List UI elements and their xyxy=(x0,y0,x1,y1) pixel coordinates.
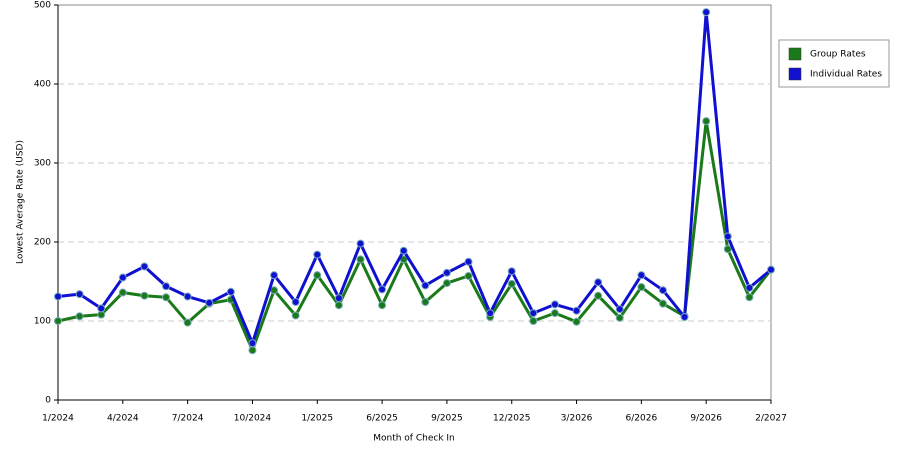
data-point xyxy=(270,271,279,280)
y-tick-label: 0 xyxy=(45,396,51,406)
data-point xyxy=(118,273,127,282)
data-point xyxy=(745,293,754,302)
legend-swatch xyxy=(788,47,802,61)
data-point xyxy=(594,278,603,287)
data-point xyxy=(378,285,387,294)
data-point xyxy=(550,309,559,318)
data-point xyxy=(118,288,127,297)
x-tick-label: 9/2025 xyxy=(431,414,463,424)
x-tick-label: 10/2024 xyxy=(234,414,272,424)
series-line xyxy=(57,10,772,345)
data-point xyxy=(442,279,451,288)
data-point xyxy=(550,300,559,309)
data-point xyxy=(615,305,624,314)
data-point xyxy=(205,298,214,307)
x-tick-label: 2/2027 xyxy=(755,414,787,424)
data-point xyxy=(507,279,516,288)
data-point xyxy=(140,291,149,300)
data-point xyxy=(54,317,62,325)
data-point xyxy=(442,268,451,277)
data-point xyxy=(637,271,646,280)
data-point xyxy=(140,262,149,271)
x-tick-label: 12/2025 xyxy=(493,414,530,424)
data-point xyxy=(572,317,581,326)
legend-label: Individual Rates xyxy=(810,70,882,80)
data-point xyxy=(97,304,106,313)
data-point xyxy=(529,317,538,325)
y-tick-label: 100 xyxy=(34,317,51,327)
y-tick-label: 200 xyxy=(34,238,51,248)
x-tick-label: 4/2024 xyxy=(107,414,139,424)
data-point xyxy=(75,312,84,321)
x-tick-label: 6/2026 xyxy=(626,414,658,424)
data-point xyxy=(723,245,732,254)
x-tick-label: 6/2025 xyxy=(366,414,398,424)
data-point xyxy=(594,291,603,300)
data-point xyxy=(421,298,430,307)
x-tick-label: 9/2026 xyxy=(690,414,722,424)
y-tick-label: 500 xyxy=(34,1,51,11)
data-point xyxy=(615,313,624,322)
data-point xyxy=(313,271,322,280)
y-tick-label: 400 xyxy=(34,80,51,90)
data-point xyxy=(767,265,775,274)
data-point xyxy=(745,283,754,292)
data-point xyxy=(658,299,667,308)
data-point xyxy=(464,271,473,280)
data-point xyxy=(702,117,711,126)
series-line xyxy=(57,119,773,352)
x-axis-label: Month of Check In xyxy=(373,434,455,444)
data-point xyxy=(291,298,300,307)
legend-swatch xyxy=(788,67,802,81)
data-point xyxy=(313,250,322,259)
data-point xyxy=(356,255,365,264)
data-point xyxy=(486,309,495,318)
data-point xyxy=(291,311,300,320)
data-point xyxy=(658,286,667,295)
data-point xyxy=(334,301,343,310)
data-point xyxy=(162,293,171,302)
data-point xyxy=(421,281,430,290)
y-tick-label: 300 xyxy=(34,159,51,169)
x-tick-label: 1/2024 xyxy=(42,414,74,424)
data-point xyxy=(356,239,365,248)
legend-label: Group Rates xyxy=(810,50,866,60)
data-point xyxy=(75,290,84,299)
data-point xyxy=(572,306,581,315)
data-point xyxy=(637,283,646,292)
data-point xyxy=(183,292,192,301)
data-point xyxy=(226,287,235,296)
data-point xyxy=(702,8,711,17)
data-point xyxy=(162,282,171,291)
data-point xyxy=(183,318,192,327)
data-point xyxy=(680,313,689,322)
y-axis-label: Lowest Average Rate (USD) xyxy=(16,140,26,264)
x-tick-label: 3/2026 xyxy=(561,414,593,424)
data-point xyxy=(248,339,257,348)
data-point xyxy=(723,232,732,241)
data-point xyxy=(399,246,408,255)
plot-area xyxy=(57,4,772,401)
data-point xyxy=(507,267,516,276)
data-point xyxy=(54,292,62,301)
data-point xyxy=(334,294,343,303)
data-point xyxy=(464,257,473,266)
data-point xyxy=(529,309,538,318)
x-tick-label: 7/2024 xyxy=(172,414,204,424)
data-point xyxy=(378,301,387,310)
x-tick-label: 1/2025 xyxy=(301,414,333,424)
data-point xyxy=(248,346,257,355)
